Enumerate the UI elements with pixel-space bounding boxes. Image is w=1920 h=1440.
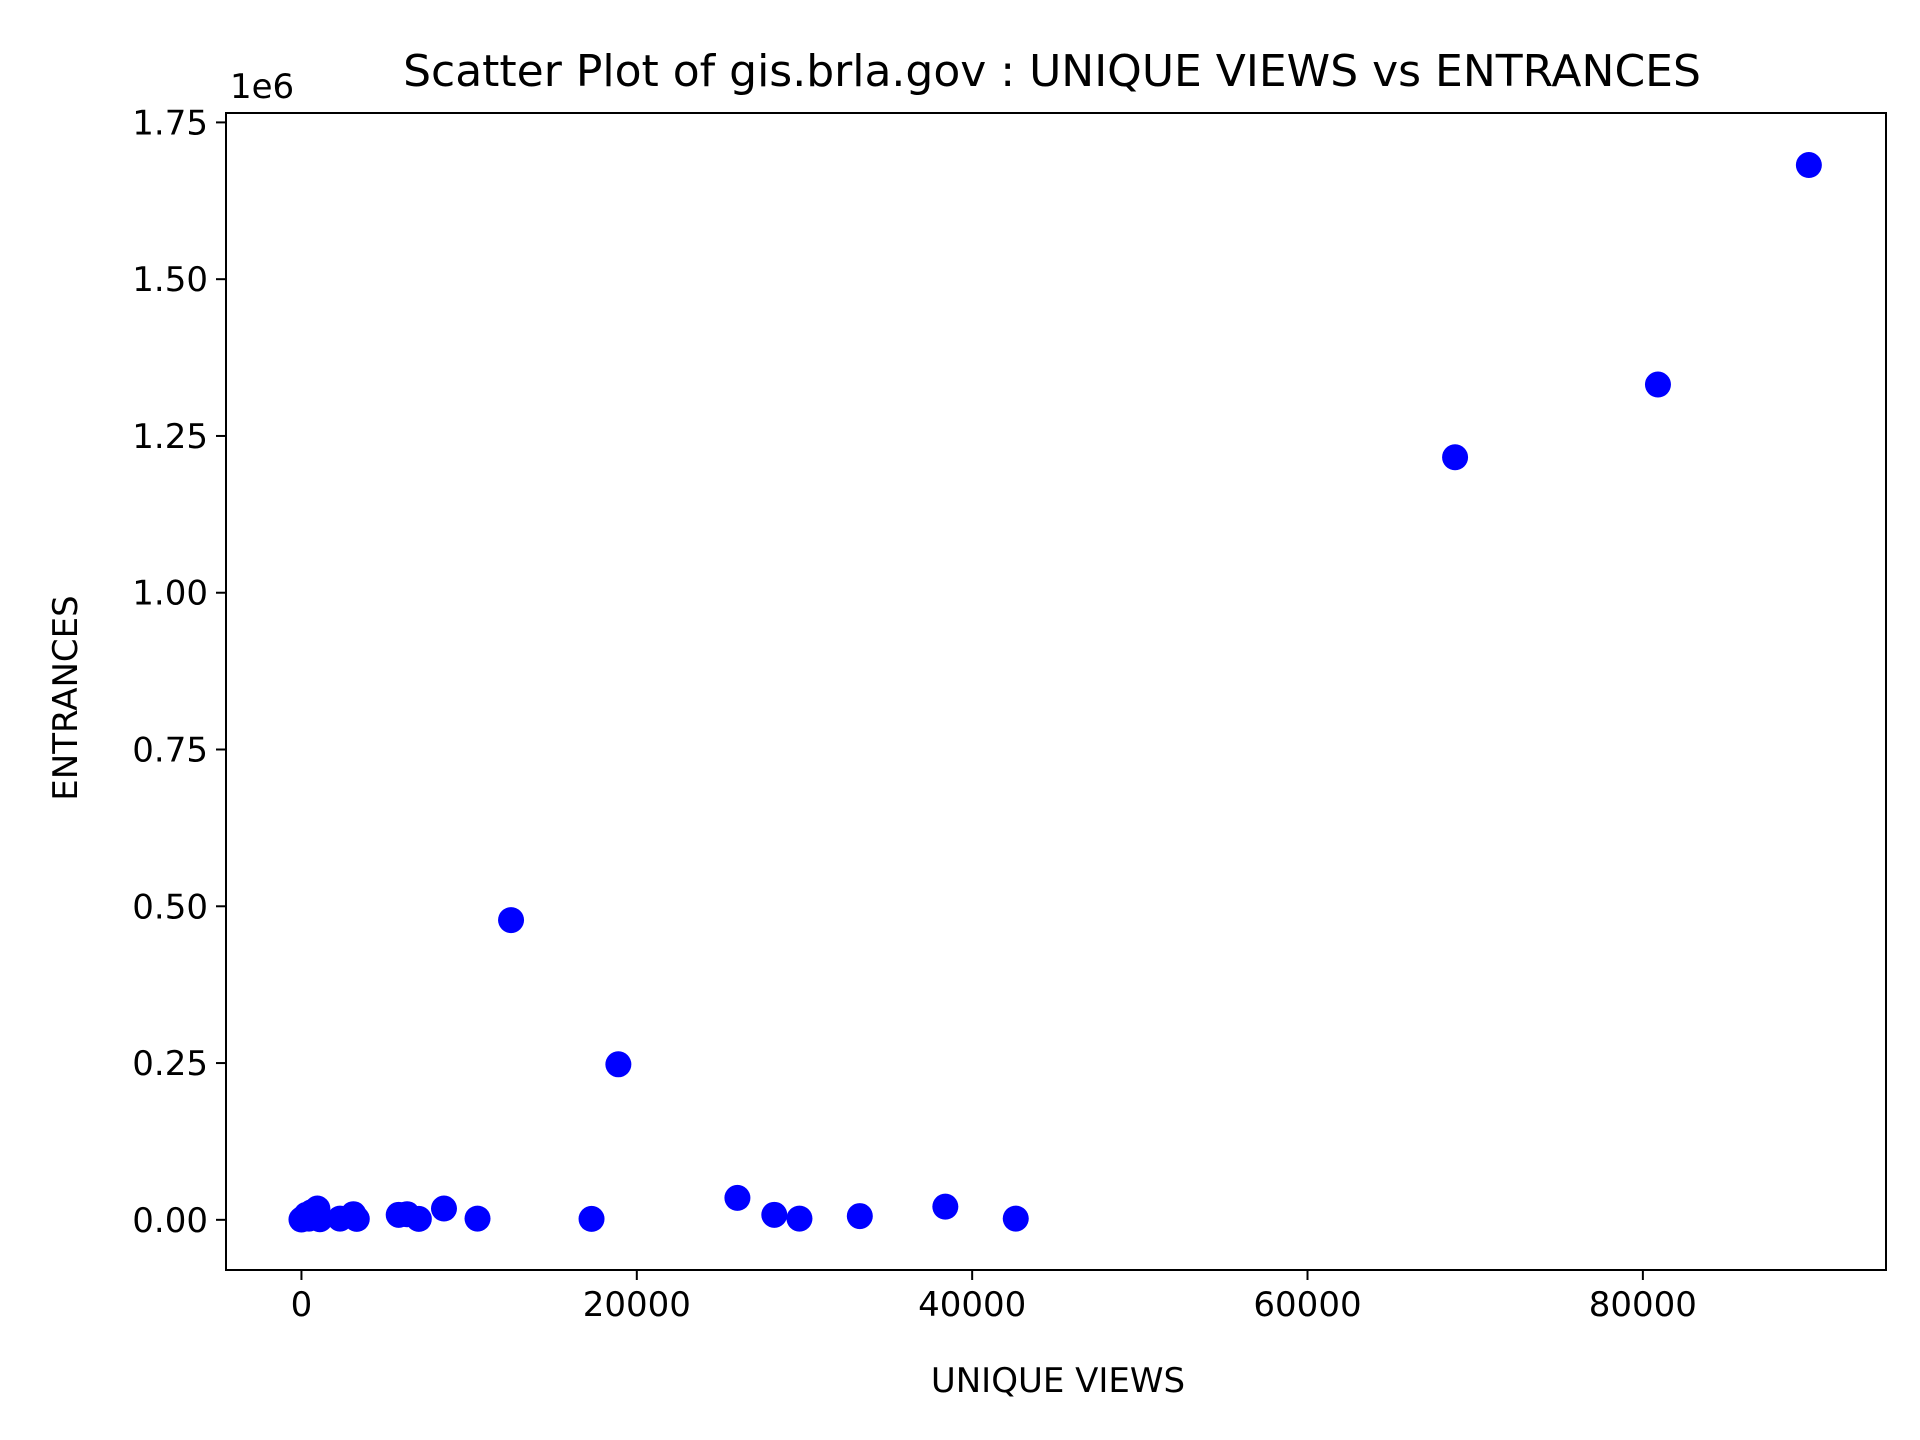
plot-area-frame <box>225 112 1887 1271</box>
chart-title: Scatter Plot of gis.brla.gov : UNIQUE VI… <box>403 46 1701 97</box>
scatter-point <box>932 1193 959 1220</box>
scatter-point <box>1442 444 1469 471</box>
x-tick-label: 0 <box>291 1285 313 1325</box>
data-points <box>288 152 1822 1233</box>
x-tick-label: 80000 <box>1589 1285 1697 1325</box>
y-tick-label: 1.25 <box>132 417 208 457</box>
y-tick-label: 0.75 <box>132 731 208 771</box>
scatter-point <box>306 1206 333 1233</box>
x-tick-label: 20000 <box>583 1285 691 1325</box>
y-tick-label: 0.00 <box>132 1201 208 1241</box>
scatter-point <box>578 1205 605 1232</box>
y-offset-label: 1e6 <box>230 67 294 107</box>
scatter-point <box>1795 152 1822 179</box>
scatter-point <box>846 1203 873 1230</box>
y-tick-label: 1.75 <box>132 103 208 143</box>
scatter-point <box>430 1195 457 1222</box>
x-axis-label: UNIQUE VIEWS <box>931 1361 1185 1401</box>
y-axis-label: ENTRANCES <box>46 595 86 800</box>
y-tick-label: 0.25 <box>132 1044 208 1084</box>
scatter-point <box>761 1201 788 1228</box>
scatter-point <box>498 907 525 934</box>
scatter-point <box>786 1205 813 1232</box>
x-axis-ticks: 0 20000 40000 60000 80000 <box>291 1270 1697 1325</box>
scatter-point <box>464 1205 491 1232</box>
scatter-point <box>1002 1205 1029 1232</box>
scatter-point <box>724 1184 751 1211</box>
y-tick-label: 1.00 <box>132 574 208 614</box>
y-tick-label: 0.50 <box>132 887 208 927</box>
scatter-point <box>343 1205 370 1232</box>
y-tick-label: 1.50 <box>132 260 208 300</box>
x-tick-label: 60000 <box>1253 1285 1361 1325</box>
scatter-point <box>605 1051 632 1078</box>
scatter-point <box>1644 371 1671 398</box>
y-axis-ticks: 0.00 0.25 0.50 0.75 1.00 1.25 1.50 1.75 <box>132 103 226 1241</box>
x-tick-label: 40000 <box>918 1285 1026 1325</box>
scatter-point <box>405 1205 432 1232</box>
